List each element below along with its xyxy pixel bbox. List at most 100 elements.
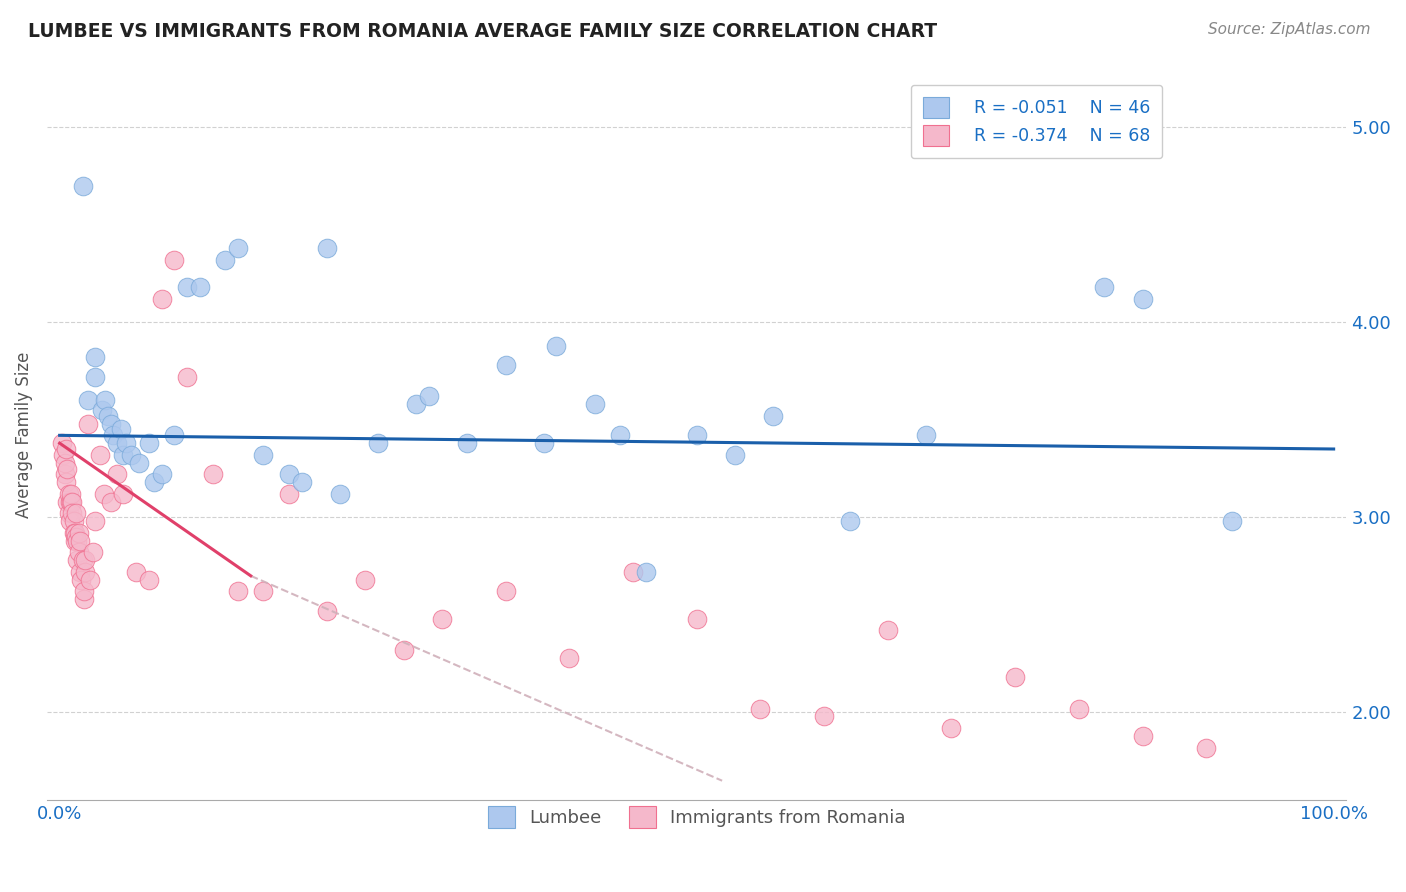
Point (84, 351, 107, 365)
Point (58, 487, 80, 501)
Point (125, 565, 148, 579)
Point (94, 393, 117, 408)
Point (62, 525, 84, 540)
Point (110, 422, 132, 436)
Point (75, 553, 97, 567)
Point (62, 514, 84, 528)
Point (89, 448, 111, 462)
Point (226, 584, 249, 599)
Point (63, 533, 86, 548)
Point (533, 436, 555, 450)
Point (60, 494, 83, 508)
Point (93, 487, 115, 501)
Point (583, 397, 606, 411)
Point (65, 530, 87, 544)
Point (69, 533, 91, 548)
Point (1092, 280, 1115, 294)
Point (392, 643, 415, 657)
Point (546, 338, 568, 352)
Point (56, 461, 79, 475)
Point (749, 701, 772, 715)
Point (634, 565, 657, 579)
Legend: Lumbee, Immigrants from Romania: Lumbee, Immigrants from Romania (481, 798, 912, 835)
Point (685, 612, 707, 626)
Point (724, 448, 747, 462)
Point (150, 292, 173, 306)
Point (128, 456, 150, 470)
Point (90, 403, 112, 417)
Point (73, 584, 96, 599)
Point (252, 584, 274, 599)
Point (609, 428, 631, 442)
Point (105, 436, 128, 450)
Point (60, 494, 83, 508)
Point (75, 565, 97, 579)
Point (495, 584, 517, 599)
Point (915, 428, 938, 442)
Point (1195, 740, 1218, 755)
Point (1004, 670, 1026, 684)
Point (76, 417, 98, 431)
Y-axis label: Average Family Size: Average Family Size (15, 351, 32, 517)
Point (201, 467, 224, 482)
Point (115, 436, 138, 450)
Point (430, 612, 453, 626)
Point (163, 428, 186, 442)
Point (60, 507, 83, 521)
Point (1067, 701, 1090, 715)
Point (1220, 514, 1243, 528)
Point (456, 436, 478, 450)
Point (418, 389, 440, 403)
Point (558, 650, 581, 665)
Point (72, 553, 94, 567)
Point (59, 514, 82, 528)
Point (67, 545, 90, 559)
Point (226, 241, 249, 255)
Point (316, 241, 339, 255)
Point (138, 573, 160, 587)
Point (67, 525, 90, 540)
Point (163, 252, 186, 267)
Point (354, 573, 377, 587)
Point (291, 475, 314, 490)
Point (65, 507, 87, 521)
Text: LUMBEE VS IMMIGRANTS FROM ROMANIA AVERAGE FAMILY SIZE CORRELATION CHART: LUMBEE VS IMMIGRANTS FROM ROMANIA AVERAG… (28, 22, 938, 41)
Point (55, 475, 77, 490)
Point (100, 417, 122, 431)
Point (76, 393, 98, 408)
Point (876, 624, 898, 638)
Point (84, 369, 107, 384)
Point (405, 397, 427, 411)
Point (1132, 292, 1154, 306)
Text: Source: ZipAtlas.com: Source: ZipAtlas.com (1208, 22, 1371, 37)
Point (52, 448, 75, 462)
Point (79, 573, 101, 587)
Point (941, 721, 963, 735)
Point (101, 428, 124, 442)
Point (1132, 729, 1154, 743)
Point (66, 553, 89, 567)
Point (188, 280, 211, 294)
Point (55, 442, 77, 456)
Point (53, 456, 76, 470)
Point (82, 545, 104, 559)
Point (105, 467, 128, 482)
Point (59, 494, 82, 508)
Point (142, 475, 165, 490)
Point (278, 467, 301, 482)
Point (150, 467, 173, 482)
Point (621, 565, 644, 579)
Point (53, 467, 76, 482)
Point (329, 487, 352, 501)
Point (176, 369, 198, 384)
Point (685, 428, 707, 442)
Point (56, 494, 79, 508)
Point (60, 487, 83, 501)
Point (84, 514, 107, 528)
Point (70, 573, 93, 587)
Point (813, 709, 835, 723)
Point (214, 252, 236, 267)
Point (100, 494, 122, 508)
Point (51, 436, 73, 450)
Point (58, 507, 80, 521)
